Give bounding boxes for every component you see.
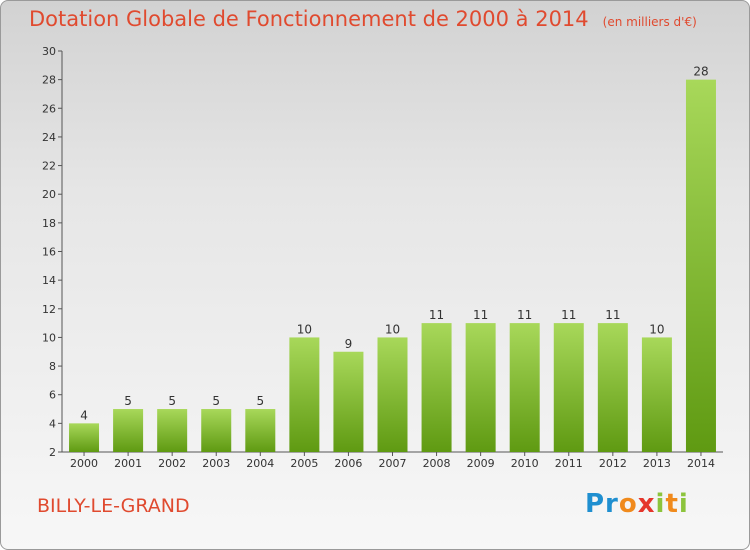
bar (113, 409, 144, 452)
data-label: 5 (212, 394, 220, 408)
y-tick-label: 30 (42, 45, 56, 58)
x-tick-label: 2009 (467, 457, 495, 470)
proxiti-logo[interactable]: Proxiti (585, 489, 689, 519)
data-label: 11 (473, 308, 488, 322)
title-row: Dotation Globale de Fonctionnement de 20… (29, 7, 697, 31)
data-label: 5 (256, 394, 264, 408)
bar (245, 409, 276, 452)
data-label: 11 (517, 308, 532, 322)
data-label: 11 (561, 308, 576, 322)
y-tick-label: 4 (49, 417, 56, 430)
y-tick-label: 26 (42, 102, 56, 115)
y-tick-label: 16 (42, 246, 56, 259)
y-tick-label: 22 (42, 160, 56, 173)
bar (553, 323, 584, 452)
y-tick-label: 14 (42, 274, 56, 287)
y-tick-label: 20 (42, 188, 56, 201)
data-label: 5 (124, 394, 132, 408)
y-tick-label: 12 (42, 303, 56, 316)
x-tick-label: 2003 (202, 457, 230, 470)
y-tick-label: 6 (49, 389, 56, 402)
x-tick-label: 2004 (246, 457, 274, 470)
bar (157, 409, 188, 452)
y-tick-label: 18 (42, 217, 56, 230)
bar (465, 323, 496, 452)
chart-title: Dotation Globale de Fonctionnement de 20… (29, 7, 589, 31)
x-tick-label: 2001 (114, 457, 142, 470)
y-tick-label: 24 (42, 131, 56, 144)
data-label: 9 (345, 337, 353, 351)
bar (69, 423, 100, 452)
bar (333, 351, 364, 452)
town-name: BILLY-LE-GRAND (37, 495, 190, 517)
y-tick-label: 28 (42, 74, 56, 87)
y-tick-label: 8 (49, 360, 56, 373)
x-tick-label: 2014 (687, 457, 715, 470)
x-tick-label: 2007 (379, 457, 407, 470)
x-tick-label: 2011 (555, 457, 583, 470)
data-labels: 4 5 5 5 5 10 9 10 11 11 11 11 11 10 28 (80, 65, 708, 423)
x-tick-label: 2005 (290, 457, 318, 470)
bar (685, 79, 716, 453)
data-label: 10 (649, 322, 664, 336)
bar (597, 323, 628, 452)
y-tick-label: 2 (49, 446, 56, 459)
bar (509, 323, 540, 452)
bar (289, 337, 320, 452)
x-tick-label: 2008 (423, 457, 451, 470)
data-label: 10 (385, 322, 400, 336)
data-label: 10 (297, 322, 312, 336)
x-tick-label: 2000 (70, 457, 98, 470)
data-label: 28 (693, 65, 708, 79)
data-label: 5 (168, 394, 176, 408)
x-tick-label: 2006 (334, 457, 362, 470)
x-tick-label: 2013 (643, 457, 671, 470)
data-label: 11 (429, 308, 444, 322)
chart-subtitle: (en milliers d'€) (602, 15, 697, 29)
bar (421, 323, 452, 452)
x-tick-label: 2010 (511, 457, 539, 470)
data-label: 11 (605, 308, 620, 322)
bars (69, 79, 716, 453)
data-label: 4 (80, 408, 88, 422)
bar (377, 337, 408, 452)
bar (201, 409, 232, 452)
bar (641, 337, 672, 452)
x-tick-label: 2002 (158, 457, 186, 470)
y-tick-label: 10 (42, 331, 56, 344)
x-tick-label: 2012 (599, 457, 627, 470)
